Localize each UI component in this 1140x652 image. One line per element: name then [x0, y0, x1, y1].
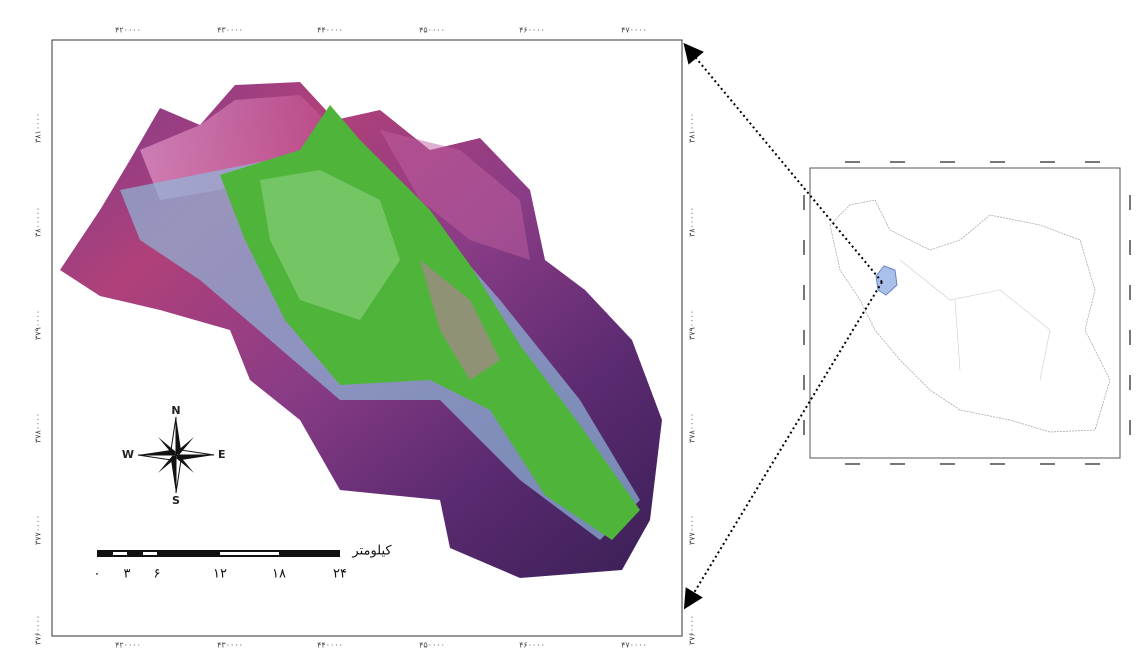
scale-label: ۳: [124, 567, 131, 582]
compass-e: E: [218, 448, 226, 461]
scale-label: ۱۸: [272, 567, 286, 582]
scale-label: ۶: [154, 567, 161, 582]
y-coordinate-right: ۳۸۰۰۰۰۰: [688, 207, 697, 237]
connector-top: [683, 42, 883, 283]
scale-unit: کیلومتر: [351, 544, 392, 559]
x-coordinate-bottom: ۴۴۰۰۰۰: [317, 641, 343, 650]
watershed: [60, 82, 662, 578]
y-coordinate-left: ۳۷۸۰۰۰۰: [34, 413, 43, 443]
x-coordinate-bottom: ۴۵۰۰۰۰: [419, 641, 445, 650]
y-coordinate-left: ۳۷۷۰۰۰۰: [34, 515, 43, 545]
y-coordinate-right: ۳۸۱۰۰۰۰: [688, 113, 697, 143]
scale-label: ۱۲: [213, 567, 227, 582]
y-coordinate-right: ۳۷۷۰۰۰۰: [688, 515, 697, 545]
compass-s: S: [172, 494, 180, 507]
location-inset: [803, 161, 1131, 465]
x-coordinate-top: ۴۶۰۰۰۰: [519, 26, 545, 35]
connector-bottom: [683, 281, 883, 610]
x-coordinate-bottom: ۴۷۰۰۰۰: [621, 641, 647, 650]
scale-label: ۰: [94, 567, 101, 582]
compass-n: N: [171, 404, 180, 417]
compass-w: W: [122, 448, 134, 461]
x-coordinate-top: ۴۷۰۰۰۰: [621, 26, 647, 35]
north-arrow: N S E W: [122, 404, 226, 507]
x-coordinate-top: ۴۳۰۰۰۰: [217, 26, 243, 35]
x-coordinate-bottom: ۴۲۰۰۰۰: [115, 641, 141, 650]
y-coordinate-left: ۳۷۹۰۰۰۰: [34, 310, 43, 340]
x-coordinate-top: ۴۴۰۰۰۰: [317, 26, 343, 35]
y-coordinate-right: ۳۷۸۰۰۰۰: [688, 413, 697, 443]
x-coordinate-bottom: ۴۶۰۰۰۰: [519, 641, 545, 650]
y-coordinate-right: ۳۷۶۰۰۰۰: [688, 615, 697, 645]
x-coordinate-top: ۴۵۰۰۰۰: [419, 26, 445, 35]
x-coordinate-bottom: ۴۳۰۰۰۰: [217, 641, 243, 650]
y-coordinate-left: ۳۸۱۰۰۰۰: [34, 113, 43, 143]
scale-label: ۲۴: [333, 567, 347, 582]
scale-bar: کیلومتر: [97, 544, 392, 559]
y-coordinate-left: ۳۸۰۰۰۰۰: [34, 207, 43, 237]
x-coordinate-top: ۴۲۰۰۰۰: [115, 26, 141, 35]
y-coordinate-left: ۳۷۶۰۰۰۰: [34, 615, 43, 645]
study-area-location: [875, 265, 898, 296]
y-coordinate-right: ۳۷۹۰۰۰۰: [688, 310, 697, 340]
